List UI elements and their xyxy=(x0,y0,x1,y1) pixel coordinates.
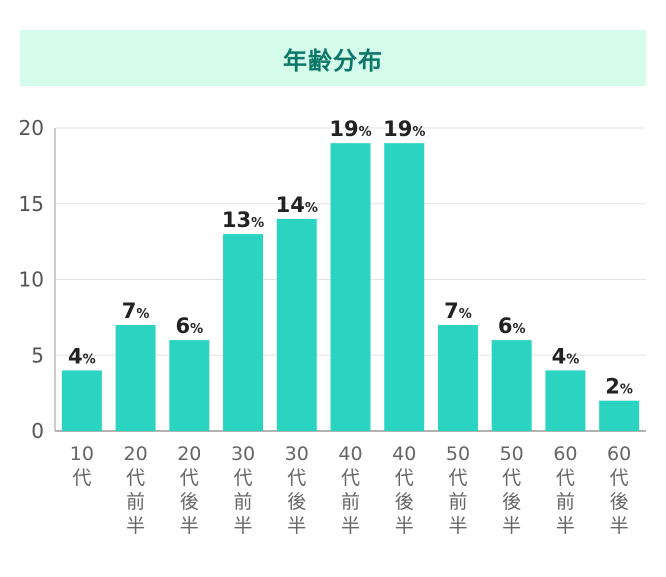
bar-value-label: 6% xyxy=(175,314,203,338)
x-tick-label: 50 代後半 xyxy=(500,443,524,537)
bar xyxy=(115,324,156,431)
y-tick-label: 20 xyxy=(19,116,44,140)
x-tick-label: 40 代後半 xyxy=(392,443,416,537)
bar xyxy=(545,370,586,431)
bar xyxy=(276,218,317,431)
x-tick-label: 30 代後半 xyxy=(285,443,309,537)
x-tick-label: 30 代前半 xyxy=(231,443,255,537)
y-tick-label: 5 xyxy=(31,343,44,367)
bar xyxy=(384,143,425,431)
x-tick-label: 10 代 xyxy=(70,443,94,489)
bar xyxy=(169,340,210,431)
x-tick-label: 40 代前半 xyxy=(338,443,362,537)
x-tick-label: 20 代前半 xyxy=(123,443,147,537)
bar xyxy=(437,324,478,431)
bar-value-label: 19% xyxy=(329,117,371,141)
y-tick-label: 10 xyxy=(19,268,44,292)
bar-value-label: 6% xyxy=(498,314,526,338)
bar-value-label: 13% xyxy=(222,208,264,232)
bar xyxy=(61,370,102,431)
bar xyxy=(330,143,371,431)
bar-value-label: 4% xyxy=(68,344,96,368)
bar-value-label: 7% xyxy=(444,299,472,323)
bar-value-label: 14% xyxy=(276,193,318,217)
y-tick-label: 0 xyxy=(31,419,44,443)
bar-value-label: 19% xyxy=(383,117,425,141)
y-tick-label: 15 xyxy=(19,192,44,216)
bar xyxy=(599,400,640,431)
bar-value-label: 7% xyxy=(122,299,150,323)
x-tick-label: 20 代後半 xyxy=(177,443,201,537)
bar xyxy=(223,234,264,431)
bar xyxy=(491,340,532,431)
x-tick-label: 60 代後半 xyxy=(607,443,631,537)
x-tick-label: 50 代前半 xyxy=(446,443,470,537)
x-tick-label: 60 代前半 xyxy=(553,443,577,537)
bar-value-label: 4% xyxy=(552,344,580,368)
bar-value-label: 2% xyxy=(605,375,633,399)
chart-title: 年齢分布 xyxy=(283,46,383,75)
chart-title-bar: 年齢分布 xyxy=(20,30,646,86)
